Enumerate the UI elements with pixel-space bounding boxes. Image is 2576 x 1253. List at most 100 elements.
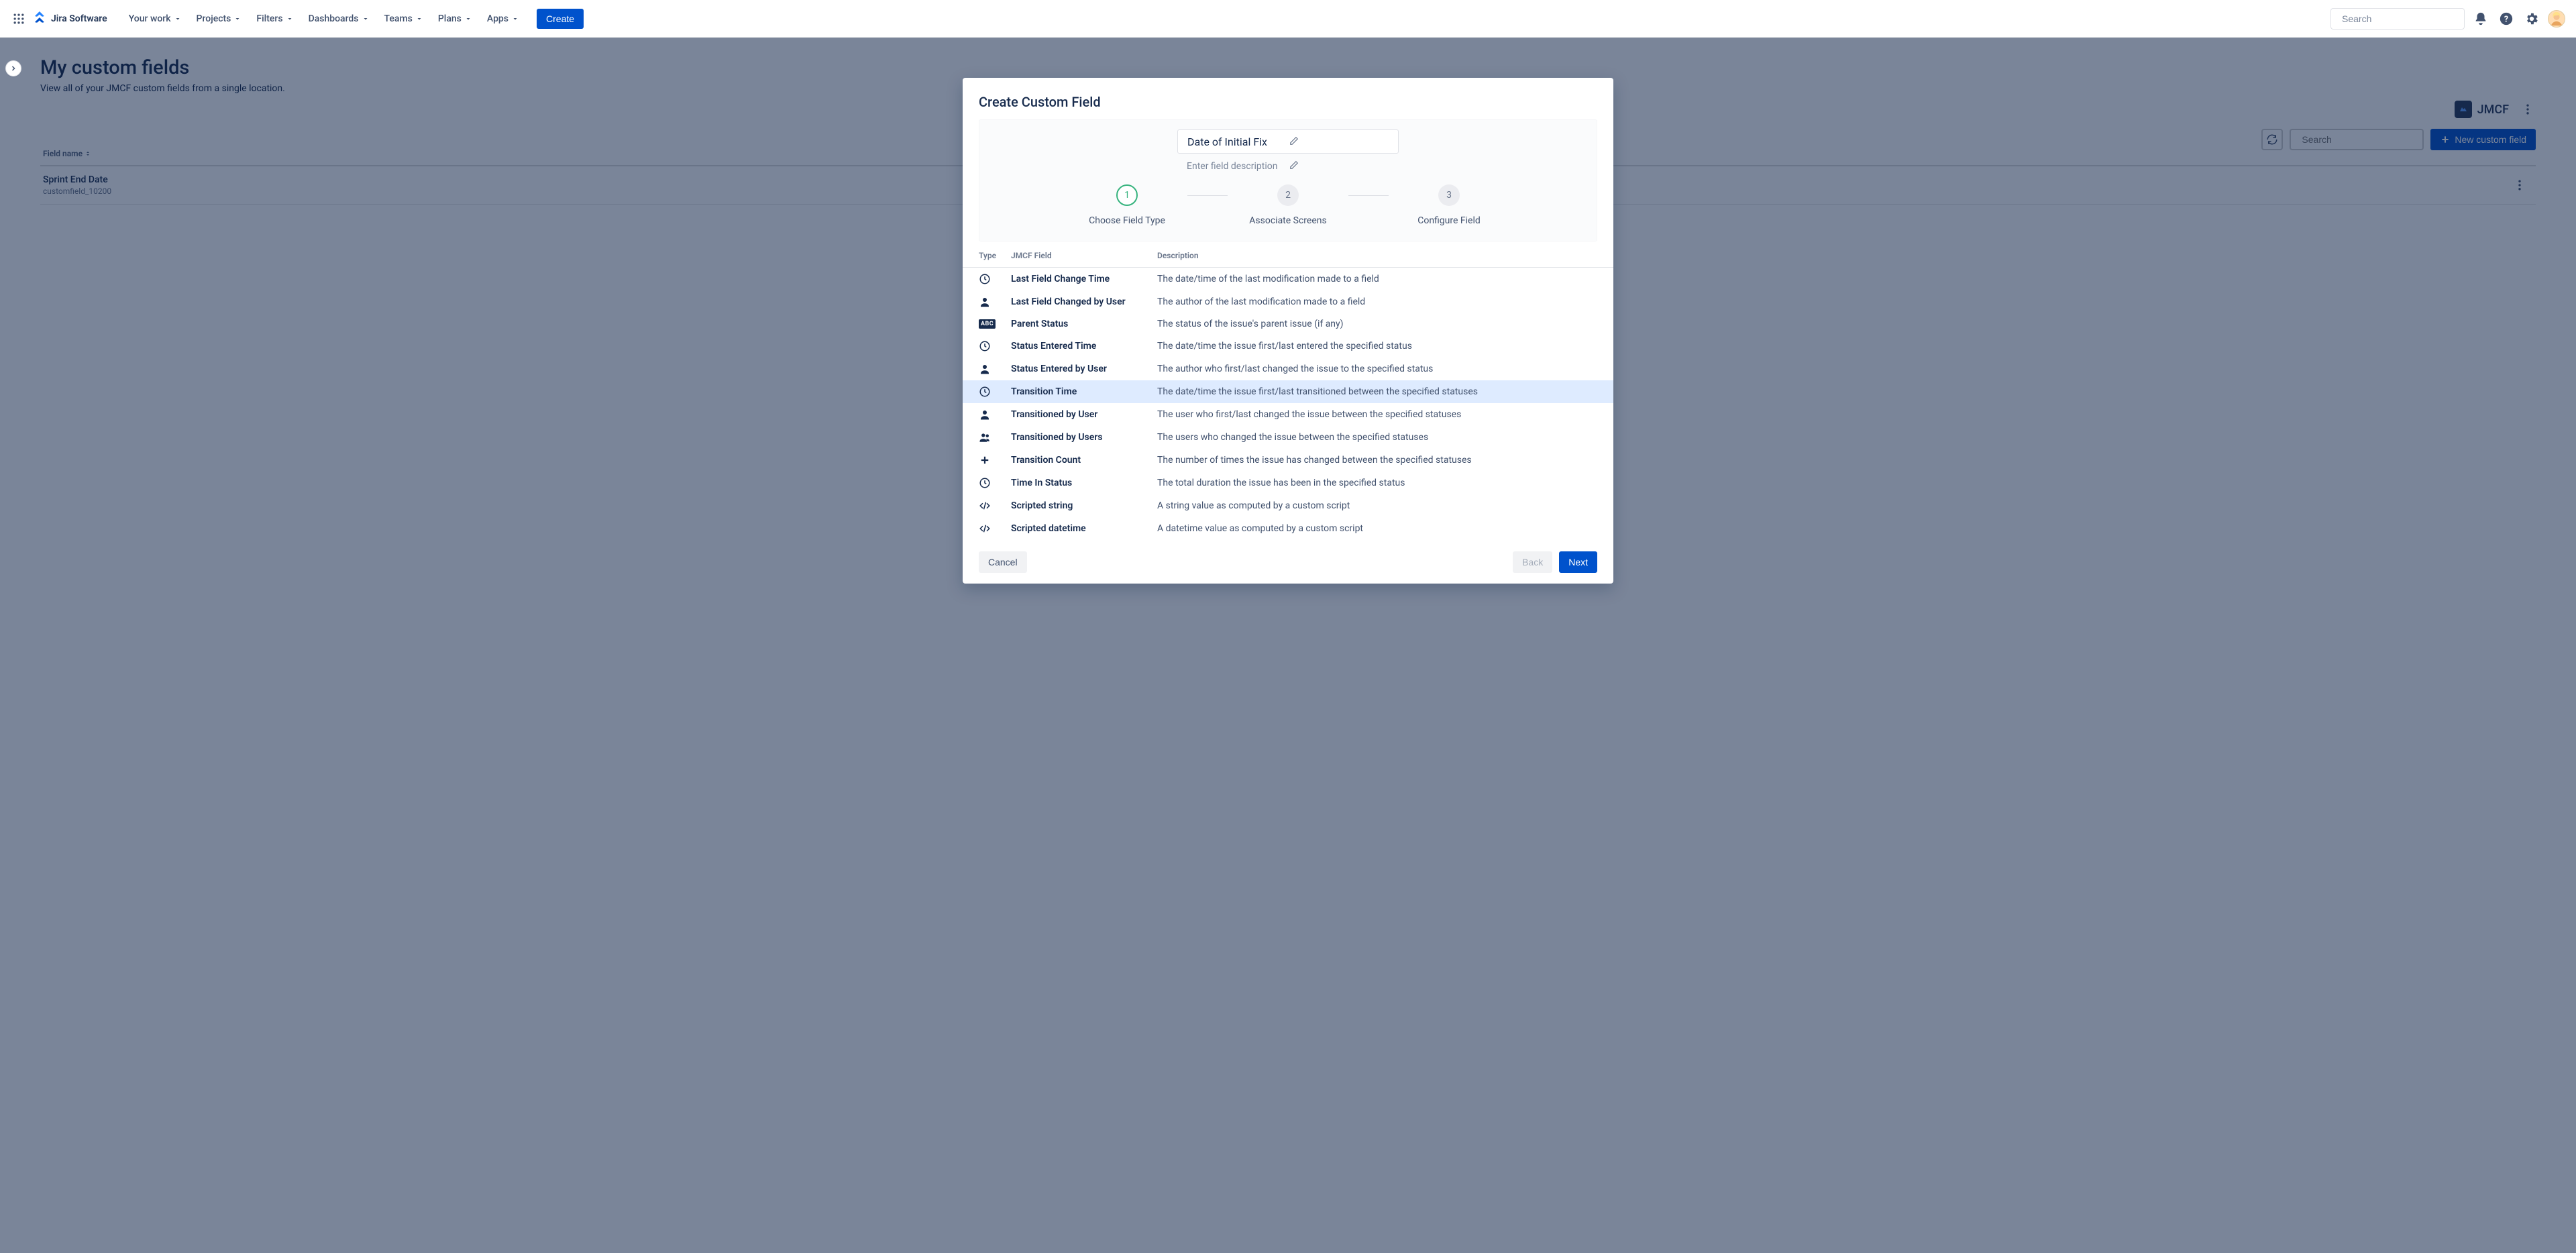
back-button[interactable]: Back [1513,551,1552,573]
global-search-input[interactable] [2342,13,2463,24]
abc-icon: ABC [979,319,1011,329]
field-type-description: A string value as computed by a custom s… [1157,500,1597,511]
field-type-description: The total duration the issue has been in… [1157,478,1597,488]
global-search[interactable] [2330,8,2465,30]
step-1-circle: 1 [1116,184,1138,206]
field-type-name: Parent Status [1011,319,1157,329]
step-line [1348,195,1389,196]
field-type-description: The date/time of the last modification m… [1157,274,1597,284]
col-jmcf-field: JMCF Field [1011,251,1157,260]
help-icon[interactable]: ? [2497,9,2516,28]
field-type-name: Transitioned by Users [1011,432,1157,443]
field-type-name: Transitioned by User [1011,409,1157,420]
col-type: Type [979,251,1011,260]
product-logo[interactable]: Jira Software [32,11,107,26]
field-type-name: Scripted datetime [1011,523,1157,534]
next-button[interactable]: Next [1559,551,1597,573]
field-type-name: Last Field Change Time [1011,274,1157,284]
step-3: 3 Configure Field [1389,184,1509,226]
nav-item-dashboards[interactable]: Dashboards [302,9,376,28]
field-type-row[interactable]: Last Field Change TimeThe date/time of t… [963,268,1613,290]
field-type-row[interactable]: ABCParent StatusThe status of the issue'… [963,313,1613,335]
settings-icon[interactable] [2522,9,2541,28]
field-type-list: Last Field Change TimeThe date/time of t… [963,268,1613,540]
field-type-row[interactable]: Transitioned by UserThe user who first/l… [963,403,1613,426]
field-type-row[interactable]: Scripted stringA string value as compute… [963,494,1613,517]
app-switcher-icon[interactable] [11,11,27,27]
sidebar-expand-button[interactable] [5,60,21,76]
step-2: 2 Associate Screens [1228,184,1348,226]
wizard-stepper: 1 Choose Field Type 2 Associate Screens … [993,184,1583,226]
field-description-input[interactable]: Enter field description [1177,154,1399,172]
clock-icon [979,386,1011,398]
step-2-circle: 2 [1277,184,1299,206]
nav-item-filters[interactable]: Filters [250,9,300,28]
edit-description-icon[interactable] [1289,160,1392,172]
field-type-name: Scripted string [1011,500,1157,511]
nav-item-plans[interactable]: Plans [431,9,479,28]
clock-icon [979,273,1011,285]
field-type-row[interactable]: Transition CountThe number of times the … [963,449,1613,472]
field-type-row[interactable]: Transition TimeThe date/time the issue f… [963,380,1613,403]
field-type-row[interactable]: Status Entered by UserThe author who fir… [963,358,1613,380]
nav-item-your-work[interactable]: Your work [122,9,189,28]
user-icon [979,363,1011,375]
step-1-label: Choose Field Type [1089,215,1165,226]
modal-title: Create Custom Field [979,94,1597,110]
clock-icon [979,477,1011,489]
user-icon [979,408,1011,421]
nav-left: Jira Software Your workProjectsFiltersDa… [11,9,584,29]
step-1: 1 Choose Field Type [1067,184,1187,226]
users-icon [979,431,1011,443]
jira-icon [32,11,47,26]
edit-name-icon[interactable] [1289,135,1391,148]
field-type-row[interactable]: Scripted datetimeA datetime value as com… [963,517,1613,540]
field-type-row[interactable]: Time In StatusThe total duration the iss… [963,472,1613,494]
field-type-name: Last Field Changed by User [1011,296,1157,307]
field-type-description: The date/time the issue first/last enter… [1157,341,1597,351]
step-line [1187,195,1228,196]
step-2-label: Associate Screens [1249,215,1326,226]
code-icon [979,500,1011,512]
field-type-row[interactable]: Status Entered TimeThe date/time the iss… [963,335,1613,358]
field-type-description: The author who first/last changed the is… [1157,364,1597,374]
cancel-button[interactable]: Cancel [979,551,1027,573]
user-icon [979,296,1011,308]
field-type-row[interactable]: Transitioned by UsersThe users who chang… [963,426,1613,449]
step-3-label: Configure Field [1417,215,1481,226]
code-icon [979,523,1011,535]
nav-item-teams[interactable]: Teams [378,9,430,28]
field-type-description: The author of the last modification made… [1157,296,1597,307]
field-name-value: Date of Initial Fix [1187,135,1289,148]
clock-icon [979,340,1011,352]
create-button[interactable]: Create [537,9,584,29]
field-type-description: The user who first/last changed the issu… [1157,409,1597,420]
field-name-input[interactable]: Date of Initial Fix [1177,129,1399,154]
field-type-description: The date/time the issue first/last trans… [1157,386,1597,397]
col-description: Description [1157,251,1597,260]
field-type-name: Transition Count [1011,455,1157,466]
field-type-name: Status Entered Time [1011,341,1157,351]
field-type-description: The number of times the issue has change… [1157,455,1597,466]
svg-text:?: ? [2504,14,2508,24]
modal-header: Date of Initial Fix Enter field descript… [979,119,1597,241]
nav-right: ? [2330,8,2565,30]
field-description-placeholder: Enter field description [1187,161,1289,172]
step-3-circle: 3 [1438,184,1460,206]
modal-footer: Cancel Back Next [963,540,1613,584]
user-avatar[interactable] [2548,10,2565,28]
field-type-name: Time In Status [1011,478,1157,488]
field-type-description: The users who changed the issue between … [1157,432,1597,443]
nav-item-projects[interactable]: Projects [190,9,249,28]
field-type-row[interactable]: Last Field Changed by UserThe author of … [963,290,1613,313]
field-type-description: The status of the issue's parent issue (… [1157,319,1597,329]
field-type-columns: Type JMCF Field Description [963,241,1613,268]
field-type-description: A datetime value as computed by a custom… [1157,523,1597,534]
field-type-name: Status Entered by User [1011,364,1157,374]
nav-item-apps[interactable]: Apps [480,9,526,28]
top-nav: Jira Software Your workProjectsFiltersDa… [0,0,2576,38]
nav-items: Your workProjectsFiltersDashboardsTeamsP… [122,9,526,28]
create-field-modal: Create Custom Field Date of Initial Fix … [963,78,1613,584]
notifications-icon[interactable] [2471,9,2490,28]
field-type-name: Transition Time [1011,386,1157,397]
